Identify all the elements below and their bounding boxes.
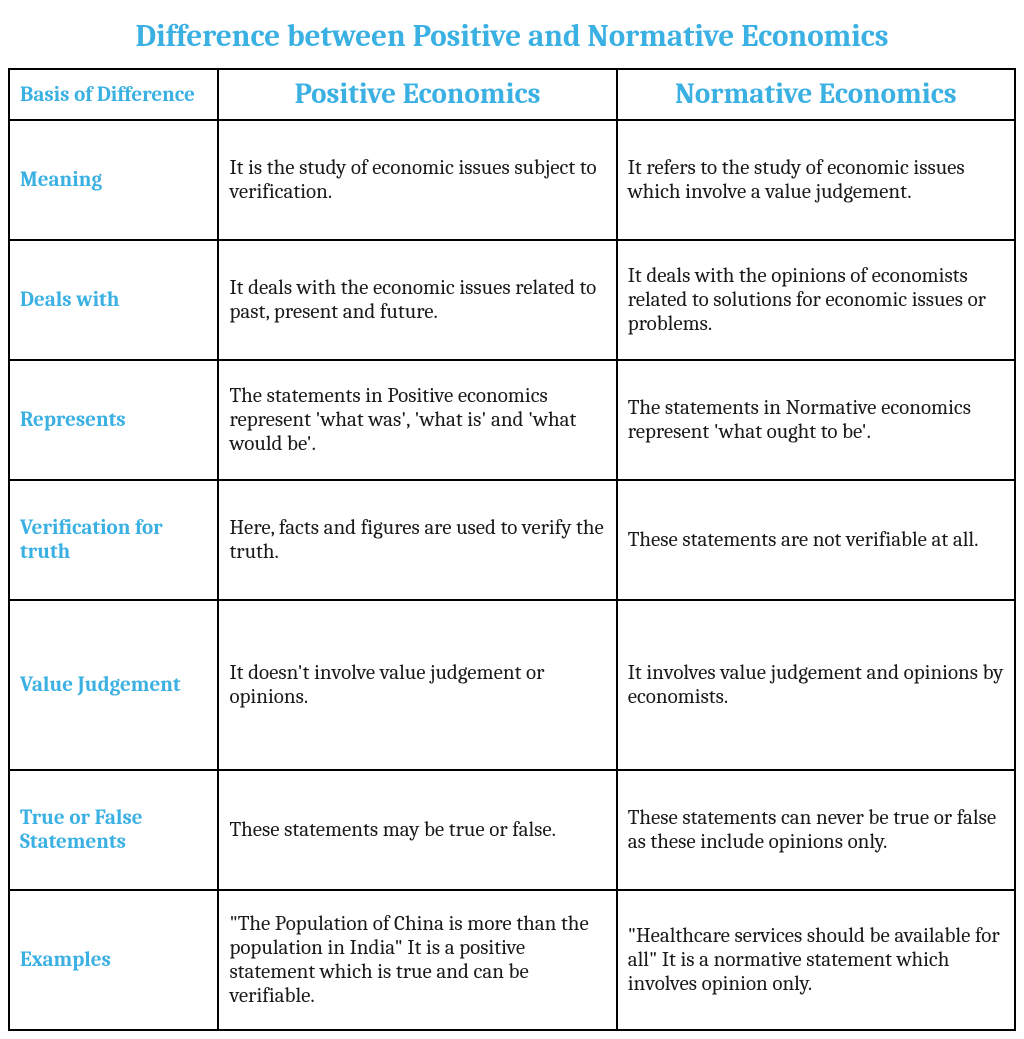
positive-cell: "The Population of China is more than th…	[218, 890, 616, 1030]
basis-cell: True or False Statements	[9, 770, 218, 890]
normative-cell: "Healthcare services should be available…	[617, 890, 1015, 1030]
table-row: True or False Statements These statement…	[9, 770, 1015, 890]
basis-cell: Meaning	[9, 120, 218, 240]
normative-cell: The statements in Normative economics re…	[617, 360, 1015, 480]
basis-cell: Examples	[9, 890, 218, 1030]
table-row: Examples "The Population of China is mor…	[9, 890, 1015, 1030]
basis-cell: Value Judgement	[9, 600, 218, 770]
basis-cell: Verification for truth	[9, 480, 218, 600]
table-row: Meaning It is the study of economic issu…	[9, 120, 1015, 240]
positive-cell: It is the study of economic issues subje…	[218, 120, 616, 240]
comparison-table: Basis of Difference Positive Economics N…	[8, 68, 1016, 1031]
positive-cell: These statements may be true or false.	[218, 770, 616, 890]
header-basis: Basis of Difference	[9, 69, 218, 120]
normative-cell: It involves value judgement and opinions…	[617, 600, 1015, 770]
table-row: Represents The statements in Positive ec…	[9, 360, 1015, 480]
header-normative: Normative Economics	[617, 69, 1015, 120]
basis-cell: Deals with	[9, 240, 218, 360]
positive-cell: It doesn't involve value judgement or op…	[218, 600, 616, 770]
basis-cell: Represents	[9, 360, 218, 480]
normative-cell: These statements can never be true or fa…	[617, 770, 1015, 890]
normative-cell: It refers to the study of economic issue…	[617, 120, 1015, 240]
page-title: Difference between Positive and Normativ…	[8, 8, 1016, 68]
header-positive: Positive Economics	[218, 69, 616, 120]
normative-cell: These statements are not verifiable at a…	[617, 480, 1015, 600]
table-row: Value Judgement It doesn't involve value…	[9, 600, 1015, 770]
table-header-row: Basis of Difference Positive Economics N…	[9, 69, 1015, 120]
positive-cell: The statements in Positive economics rep…	[218, 360, 616, 480]
normative-cell: It deals with the opinions of economists…	[617, 240, 1015, 360]
table-row: Verification for truth Here, facts and f…	[9, 480, 1015, 600]
positive-cell: Here, facts and figures are used to veri…	[218, 480, 616, 600]
positive-cell: It deals with the economic issues relate…	[218, 240, 616, 360]
table-row: Deals with It deals with the economic is…	[9, 240, 1015, 360]
